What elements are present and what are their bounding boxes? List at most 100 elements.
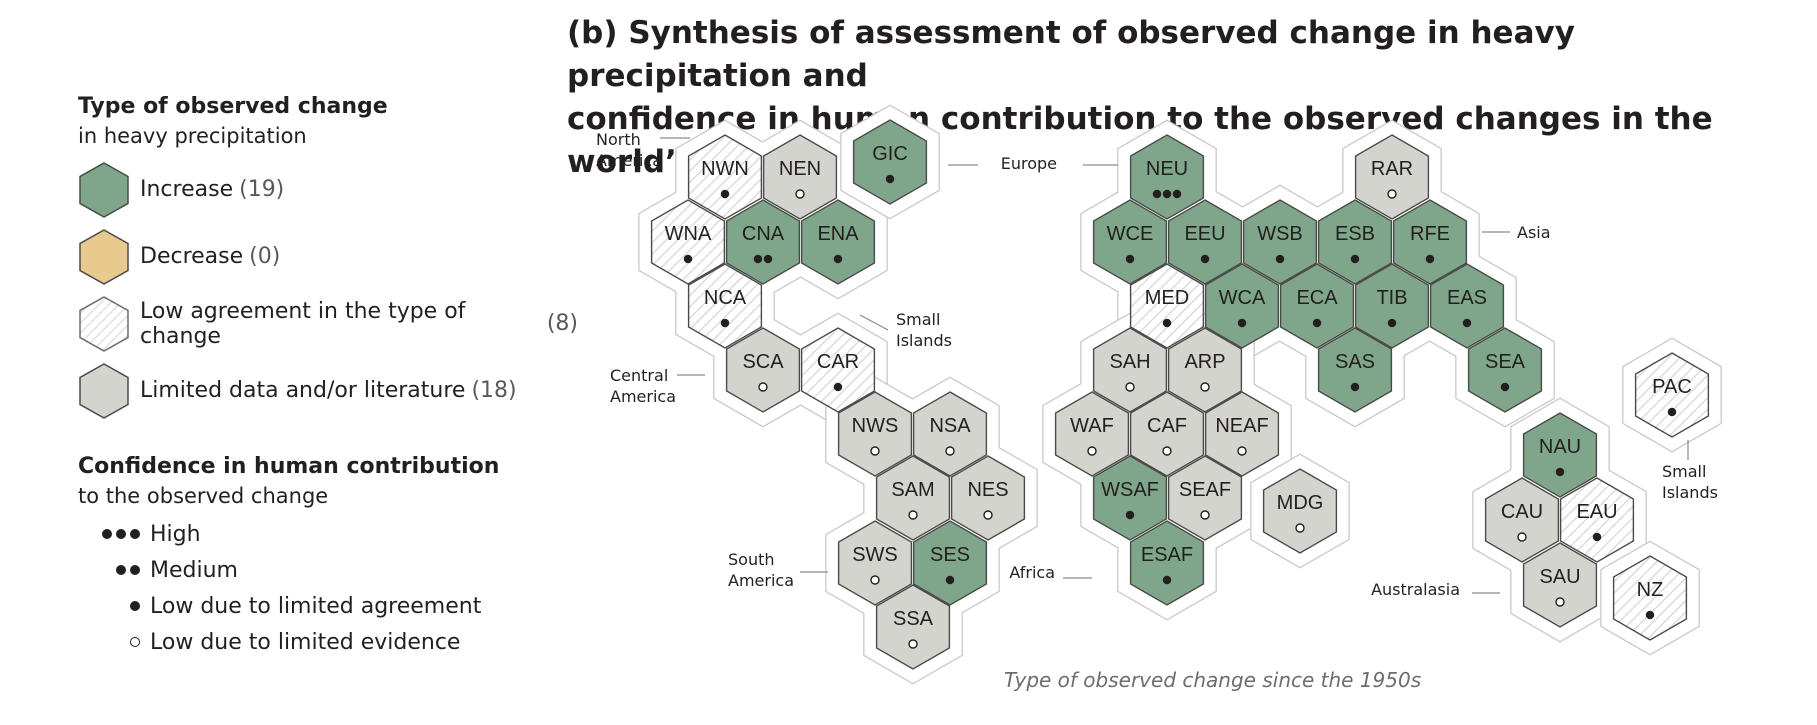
region-hex-shape	[687, 263, 763, 349]
region-hex-shape	[1129, 520, 1205, 606]
region-code-label: CNA	[742, 223, 785, 245]
region-hex-shape	[1204, 263, 1280, 349]
region-hex-caf: CAF	[1129, 391, 1205, 477]
confidence-dot-icon	[1200, 254, 1210, 264]
limited-data-swatch-icon	[79, 362, 129, 419]
region-hex-neaf: NEAF	[1204, 391, 1280, 477]
confidence-dot-icon	[753, 254, 763, 264]
confidence-label-high: High	[150, 521, 201, 547]
low-evidence-dot-icon	[908, 639, 918, 649]
region-hex-sau: SAU	[1522, 542, 1598, 628]
region-hex-sea: SEA	[1467, 327, 1543, 413]
region-code-label: NCA	[704, 287, 747, 309]
group-label-australasia: Australasia	[1371, 580, 1500, 599]
confidence-dot-icon	[1152, 189, 1162, 199]
low-evidence-dot-icon	[870, 446, 880, 456]
region-code-label: PAC	[1652, 376, 1692, 398]
region-hex-wsb: WSB	[1242, 199, 1318, 285]
legend-label-low-agreement: Low agreement in the type of change	[140, 298, 466, 349]
region-code-label: EEU	[1184, 223, 1225, 245]
region-code-label: NWN	[701, 158, 749, 180]
group-label-text: North	[596, 130, 641, 149]
confidence-legend: Confidence in human contribution to the …	[78, 452, 578, 660]
region-hex-wsaf: WSAF	[1092, 455, 1168, 541]
low-agreement-swatch-icon	[79, 295, 129, 352]
confidence-label-low-evidence: Low due to limited evidence	[150, 629, 461, 655]
group-label-text: Australasia	[1371, 580, 1460, 599]
region-hex-sam: SAM	[875, 455, 951, 541]
region-hex-shape	[1262, 468, 1338, 554]
region-code-label: SSA	[893, 608, 934, 630]
region-hex-shape	[1354, 263, 1430, 349]
region-code-label: SAM	[891, 479, 934, 501]
group-label-text: South	[728, 550, 775, 569]
region-hex-shape	[837, 391, 913, 477]
region-hex-esaf: ESAF	[1129, 520, 1205, 606]
type-legend-heading: Type of observed change	[78, 94, 388, 119]
low-evidence-dot-icon	[870, 575, 880, 585]
region-hex-wna: WNA	[650, 199, 726, 285]
confidence-dot-icon	[1350, 254, 1360, 264]
region-code-label: ECA	[1296, 287, 1338, 309]
region-code-label: RAR	[1371, 158, 1413, 180]
confidence-dot-icon	[1387, 318, 1397, 328]
region-hex-sas: SAS	[1317, 327, 1393, 413]
region-hex-shape	[912, 391, 988, 477]
title-emphasis: heavy precipitation	[567, 15, 1575, 94]
region-code-label: EAU	[1576, 501, 1617, 523]
region-hex-shape	[1092, 199, 1168, 285]
confidence-dot-icon	[1350, 382, 1360, 392]
region-hex-shape	[950, 455, 1026, 541]
confidence-dot-icon	[1275, 254, 1285, 264]
region-hex-tib: TIB	[1354, 263, 1430, 349]
confidence-dot-icon	[833, 254, 843, 264]
low-evidence-dot-icon	[1295, 523, 1305, 533]
confidence-item-medium: Medium	[78, 552, 578, 588]
legend-item-increase: Increase (19)	[78, 156, 578, 223]
region-hex-mdg: MDG	[1262, 468, 1338, 554]
title-line1-prefix: (b) Synthesis of assessment of observed …	[567, 15, 1471, 51]
region-hex-shape	[1317, 199, 1393, 285]
low-evidence-dot-icon	[1162, 446, 1172, 456]
region-code-label: NSA	[929, 415, 971, 437]
region-hex-shape	[1204, 391, 1280, 477]
type-legend-subheading: in heavy precipitation	[78, 124, 307, 148]
region-hex-nes: NES	[950, 455, 1026, 541]
confidence-dot-icon	[1162, 189, 1172, 199]
region-code-label: NES	[967, 479, 1008, 501]
low-evidence-dot-icon	[945, 446, 955, 456]
region-hex-neu: NEU	[1129, 134, 1205, 220]
region-hex-wca: WCA	[1204, 263, 1280, 349]
confidence-dot-icon	[1172, 189, 1182, 199]
legend: Type of observed change in heavy precipi…	[78, 92, 578, 660]
region-hex-sca: SCA	[725, 327, 801, 413]
region-code-label: GIC	[872, 143, 908, 165]
region-hex-eeu: EEU	[1167, 199, 1243, 285]
region-code-label: WAF	[1070, 415, 1114, 437]
region-hex-shape	[875, 455, 951, 541]
group-label-text: Small	[896, 310, 940, 329]
region-code-label: TIB	[1376, 287, 1407, 309]
region-hex-shape	[1129, 263, 1205, 349]
region-hex-shape	[1634, 352, 1710, 438]
region-hex-med: MED	[1129, 263, 1205, 349]
region-code-label: SWS	[852, 544, 898, 566]
region-code-label: MDG	[1277, 492, 1324, 514]
confidence-dot-icon	[1162, 318, 1172, 328]
region-hex-shape	[1167, 327, 1243, 413]
low-agreement-dot-icon	[78, 601, 140, 611]
region-code-label: NZ	[1637, 579, 1664, 601]
region-hex-ses: SES	[912, 520, 988, 606]
low-evidence-dot-icon	[1237, 446, 1247, 456]
confidence-dot-icon	[1462, 318, 1472, 328]
region-hex-shape	[725, 327, 801, 413]
region-group-labels: North America Europe Asia Small Islands Centra…	[596, 130, 1718, 599]
region-code-label: ENA	[817, 223, 859, 245]
region-hex-shape	[1392, 199, 1468, 285]
group-label-central-america: Central America	[610, 366, 705, 406]
region-hex-shape	[1522, 542, 1598, 628]
region-code-label: NEAF	[1215, 415, 1268, 437]
region-hex-cna: CNA	[725, 199, 801, 285]
group-label-text: America	[596, 151, 662, 170]
region-hex-shape	[912, 520, 988, 606]
